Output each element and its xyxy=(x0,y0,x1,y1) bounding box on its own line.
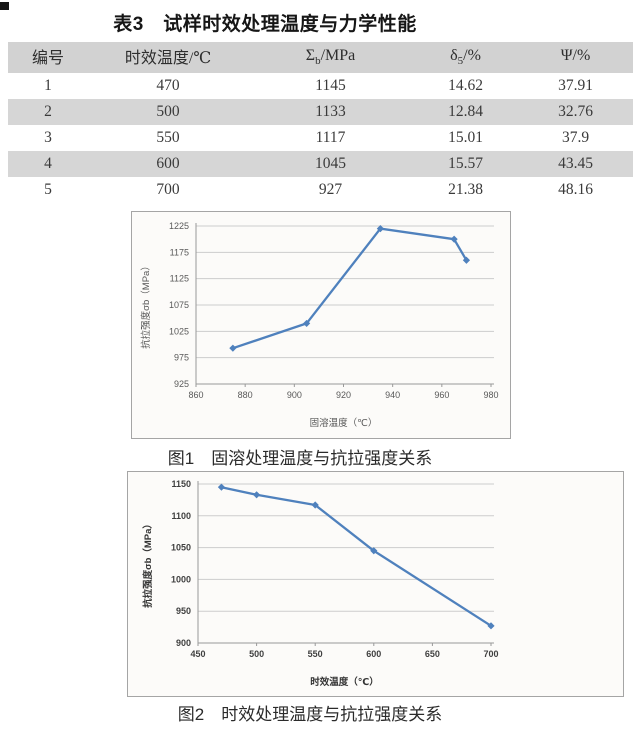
svg-text:1150: 1150 xyxy=(171,479,191,489)
table-cell: 43.45 xyxy=(518,151,633,177)
table-row: 5 700 927 21.38 48.16 xyxy=(8,177,633,203)
properties-table-wrap: 编号 时效温度/℃ Σb/MPa δ5/% Ψ/% 1 470 1145 14.… xyxy=(8,42,633,203)
figure1-line-chart: 925 975 1025 1075 1125 1175 1225 860 880 900 920 94… xyxy=(140,221,499,429)
table-cell: 4 xyxy=(8,151,88,177)
svg-text:1175: 1175 xyxy=(170,247,189,257)
table-cell: 1145 xyxy=(315,77,346,94)
svg-text:1100: 1100 xyxy=(171,511,191,521)
table-cell: 550 xyxy=(156,129,180,146)
table-cell: 2 xyxy=(8,99,88,125)
table-cell: 470 xyxy=(156,77,180,94)
table-cell: 37.91 xyxy=(558,77,593,94)
table-cell: 1133 xyxy=(248,99,413,125)
column-header-delta-5: δ5/% xyxy=(413,42,518,73)
table-cell: 1045 xyxy=(248,151,413,177)
table-row: 3 550 1117 15.01 37.9 xyxy=(8,125,633,151)
svg-text:900: 900 xyxy=(176,638,191,648)
table-cell: 15.57 xyxy=(413,151,518,177)
figure2-caption: 图2 时效处理温度与抗拉强度关系 xyxy=(177,705,443,724)
svg-text:1225: 1225 xyxy=(169,221,189,231)
table-cell: 32.76 xyxy=(518,99,633,125)
table-cell: 48.16 xyxy=(558,181,593,198)
column-header-aging-temp: 时效温度/℃ xyxy=(88,42,248,73)
column-header-sigma-b: Σb/MPa xyxy=(248,42,413,73)
svg-text:1050: 1050 xyxy=(171,543,191,553)
table-cell: 700 xyxy=(156,181,180,198)
svg-text:时效温度（℃）: 时效温度（℃） xyxy=(310,676,379,688)
table-cell: 5 xyxy=(44,181,52,198)
table-row: 2 500 1133 12.84 32.76 xyxy=(8,99,633,125)
svg-text:860: 860 xyxy=(188,390,203,400)
svg-text:880: 880 xyxy=(238,390,253,400)
svg-text:1125: 1125 xyxy=(170,274,189,284)
svg-text:1025: 1025 xyxy=(169,326,189,336)
table-cell: 1117 xyxy=(315,129,346,146)
svg-text:940: 940 xyxy=(385,390,400,400)
svg-text:925: 925 xyxy=(174,379,189,389)
properties-table: 编号 时效温度/℃ Σb/MPa δ5/% Ψ/% 1 470 1145 14.… xyxy=(8,42,633,203)
column-header-id: 编号 xyxy=(8,42,88,73)
svg-text:抗拉强度σb（MPa）: 抗拉强度σb（MPa） xyxy=(140,261,152,349)
table-header-row: 编号 时效温度/℃ Σb/MPa δ5/% Ψ/% xyxy=(8,42,633,73)
figure2: 900 950 1000 1050 1100 1150 450 500 550 600 650 700… xyxy=(127,471,624,697)
scan-artifact xyxy=(0,2,9,10)
figure1: 925 975 1025 1075 1125 1175 1225 860 880 900 920 94… xyxy=(131,211,511,439)
svg-text:960: 960 xyxy=(434,390,449,400)
table-cell: 37.9 xyxy=(561,129,590,146)
svg-text:550: 550 xyxy=(308,649,323,659)
svg-text:450: 450 xyxy=(190,649,205,659)
table-cell: 927 xyxy=(318,181,343,198)
svg-text:500: 500 xyxy=(249,649,264,659)
table-cell: 500 xyxy=(88,99,248,125)
svg-text:700: 700 xyxy=(483,649,498,659)
svg-text:抗拉强度σb（MPa）: 抗拉强度σb（MPa） xyxy=(142,519,154,608)
table-cell: 600 xyxy=(88,151,248,177)
svg-text:950: 950 xyxy=(176,606,191,616)
table-title: 表3 试样时效处理温度与力学性能 xyxy=(113,14,417,35)
svg-text:650: 650 xyxy=(425,649,440,659)
svg-text:975: 975 xyxy=(174,353,189,363)
column-header-psi: Ψ/% xyxy=(518,42,633,73)
table-cell: 15.01 xyxy=(448,129,483,146)
figure1-caption: 图1 固溶处理温度与抗拉强度关系 xyxy=(167,449,433,468)
svg-text:1000: 1000 xyxy=(171,574,191,584)
svg-text:1075: 1075 xyxy=(169,300,189,310)
svg-text:980: 980 xyxy=(483,390,498,400)
figure2-line-chart: 900 950 1000 1050 1100 1150 450 500 550 600 650 700… xyxy=(142,479,499,688)
table-cell: 21.38 xyxy=(448,181,483,198)
table-row: 4 600 1045 15.57 43.45 xyxy=(8,151,633,177)
svg-text:900: 900 xyxy=(287,390,302,400)
table-cell: 1 xyxy=(44,77,52,94)
table-row: 1 470 1145 14.62 37.91 xyxy=(8,73,633,99)
svg-text:600: 600 xyxy=(366,649,381,659)
svg-text:920: 920 xyxy=(336,390,351,400)
table-cell: 3 xyxy=(44,129,52,146)
table-cell: 12.84 xyxy=(413,99,518,125)
svg-text:固溶温度（℃）: 固溶温度（℃） xyxy=(310,417,378,429)
table-cell: 14.62 xyxy=(448,77,483,94)
